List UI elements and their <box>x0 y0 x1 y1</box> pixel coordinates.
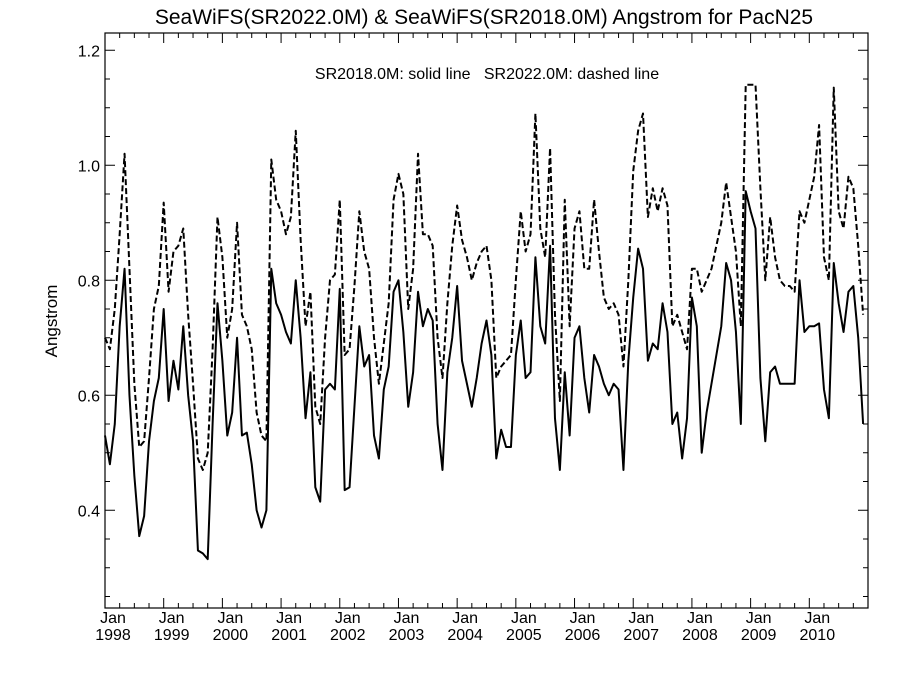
x-tick-month: Jan <box>746 610 772 627</box>
x-tick-year: 2010 <box>800 627 836 644</box>
x-tick-month: Jan <box>628 610 654 627</box>
x-tick-month: Jan <box>217 610 243 627</box>
y-tick-label: 0.4 <box>78 503 100 520</box>
series-line-solid <box>104 190 865 561</box>
y-axis: 0.4 0.6 0.8 1.0 1.2 <box>78 43 868 597</box>
x-tick-year: 2008 <box>682 627 718 644</box>
x-tick-year: 2007 <box>623 627 659 644</box>
y-axis-label: Angstrom <box>42 285 61 358</box>
x-tick-month: Jan <box>159 610 185 627</box>
series-layer <box>104 83 865 561</box>
x-tick-month: Jan <box>804 610 830 627</box>
x-tick-month: Jan <box>276 610 302 627</box>
x-tick-month: Jan <box>570 610 596 627</box>
x-axis: Jan1998Jan1999Jan2000Jan2001Jan2002Jan20… <box>95 33 854 644</box>
y-tick-label: 1.2 <box>78 43 100 60</box>
y-tick-label: 0.8 <box>78 273 100 290</box>
x-tick-year: 2009 <box>741 627 777 644</box>
x-tick-month: Jan <box>452 610 478 627</box>
x-tick-month: Jan <box>100 610 126 627</box>
chart-title: SeaWiFS(SR2022.0M) & SeaWiFS(SR2018.0M) … <box>155 6 813 29</box>
x-tick-month: Jan <box>511 610 537 627</box>
x-tick-year: 2002 <box>330 627 366 644</box>
y-tick-label: 0.6 <box>78 388 100 405</box>
x-tick-year: 2006 <box>565 627 601 644</box>
x-tick-year: 2005 <box>506 627 542 644</box>
x-tick-month: Jan <box>335 610 361 627</box>
x-tick-year: 1998 <box>95 627 131 644</box>
x-tick-year: 2003 <box>389 627 425 644</box>
x-tick-month: Jan <box>687 610 713 627</box>
x-tick-year: 2000 <box>213 627 249 644</box>
x-tick-year: 2001 <box>271 627 307 644</box>
x-tick-year: 2004 <box>447 627 483 644</box>
x-tick-year: 1999 <box>154 627 190 644</box>
y-tick-label: 1.0 <box>78 158 100 175</box>
x-tick-month: Jan <box>394 610 420 627</box>
series-line-dashed <box>104 83 865 471</box>
series-style-note: SR2018.0M: solid line SR2022.0M: dashed … <box>315 66 659 83</box>
